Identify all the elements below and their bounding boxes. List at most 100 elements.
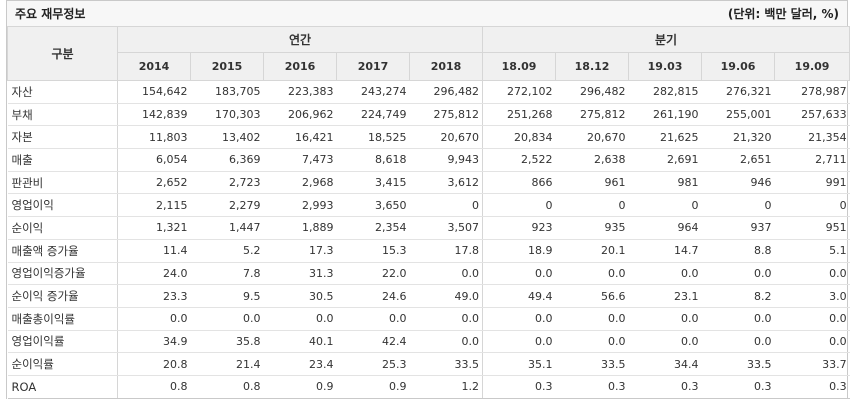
table-cell: 0.0 (701, 330, 775, 354)
table-cell: 30.5 (263, 284, 337, 308)
table-cell: 16,421 (263, 125, 337, 150)
table-cell: 0.3 (555, 375, 629, 399)
table-cell: 3,650 (336, 193, 410, 218)
table-cell: 0.3 (774, 375, 850, 399)
quarterly-header: 분기 (482, 26, 851, 53)
table-cell: 2,115 (117, 193, 191, 218)
unit-label: (단위: 백만 달러, %) (727, 7, 839, 21)
period-header: 18.09 (482, 52, 557, 81)
panel-title: 주요 재무정보 (15, 7, 86, 21)
table-cell: 154,642 (117, 80, 191, 104)
table-cell: 6,369 (190, 148, 264, 172)
row-label: 부채 (7, 103, 118, 127)
financial-info-panel: 주요 재무정보 (단위: 백만 달러, %) 구분 연간 분기 2014 2015… (6, 0, 851, 404)
table-cell: 9.5 (190, 284, 264, 308)
period-header: 2018 (408, 52, 484, 81)
table-cell: 142,839 (117, 103, 191, 127)
table-cell: 0.8 (190, 375, 264, 399)
table-row: 판관비 2,652 2,723 2,968 3,415 3,612 866 961 981 946… (7, 171, 850, 195)
table-row: 순이익률 20.8 21.4 23.4 25.3 33.5 35.1 33.5 34.4 33.5… (7, 352, 850, 376)
row-label: 판관비 (7, 171, 118, 195)
table-cell: 7,473 (263, 148, 337, 172)
table-cell: 21,354 (774, 125, 850, 150)
table-row: 매출총이익률 0.0 0.0 0.0 0.0 0.0 0.0 0.0 0.0 0.0 0.0 (7, 307, 850, 331)
table-cell: 0.0 (774, 307, 850, 331)
table-cell: 0.0 (555, 307, 629, 331)
table-cell: 23.1 (628, 284, 702, 308)
table-cell: 0 (409, 193, 484, 218)
period-header: 19.09 (774, 52, 851, 81)
table-cell: 20,834 (482, 125, 556, 150)
table-cell: 296,482 (555, 80, 629, 104)
table-cell: 2,522 (482, 148, 556, 172)
table-cell: 0.8 (117, 375, 191, 399)
table-cell: 2,993 (263, 193, 337, 218)
table-cell: 2,652 (117, 171, 191, 195)
row-label: 순이익률 (7, 352, 118, 376)
table-cell: 255,001 (701, 103, 775, 127)
table-cell: 23.3 (117, 284, 191, 308)
annual-header: 연간 (116, 26, 484, 53)
table-row: 순이익 1,321 1,447 1,889 2,354 3,507 923 935 964 937… (7, 216, 850, 240)
table-cell: 18,525 (336, 125, 410, 150)
table-body: 자산 154,642 183,705 223,383 243,274 296,482 272… (7, 80, 850, 399)
table-cell: 33.5 (409, 352, 484, 376)
table-cell: 9,943 (409, 148, 484, 172)
table-cell: 0.0 (409, 330, 484, 354)
row-label: 매출액 증가율 (7, 239, 118, 263)
table-cell: 223,383 (263, 80, 337, 104)
table-cell: 1,447 (190, 216, 264, 240)
panel-header: 주요 재무정보 (단위: 백만 달러, %) (6, 0, 848, 26)
table-cell: 0.0 (409, 262, 484, 286)
table-wrapper: 구분 연간 분기 2014 2015 2016 2017 2018 18.09 18.12 1… (6, 26, 851, 399)
table-cell: 0.0 (628, 262, 702, 286)
table-cell: 224,749 (336, 103, 410, 127)
table-cell: 261,190 (628, 103, 702, 127)
table-cell: 0.0 (263, 307, 337, 331)
table-cell: 11.4 (117, 239, 191, 263)
table-cell: 243,274 (336, 80, 410, 104)
table-cell: 20,670 (409, 125, 484, 150)
table-cell: 17.8 (409, 239, 484, 263)
period-header: 2017 (336, 52, 410, 81)
table-cell: 964 (628, 216, 702, 240)
table-cell: 8.8 (701, 239, 775, 263)
table-cell: 275,812 (409, 103, 484, 127)
table-cell: 34.4 (628, 352, 702, 376)
table-cell: 0.0 (482, 330, 556, 354)
table-cell: 0.0 (774, 330, 850, 354)
table-cell: 935 (555, 216, 629, 240)
table-cell: 0.0 (336, 307, 410, 331)
table-cell: 6,054 (117, 148, 191, 172)
table-cell: 3,415 (336, 171, 410, 195)
table-cell: 0.0 (628, 307, 702, 331)
table-cell: 2,354 (336, 216, 410, 240)
table-cell: 20.1 (555, 239, 629, 263)
table-row: 매출 6,054 6,369 7,473 8,618 9,943 2,522 2,638 2,6… (7, 148, 850, 172)
table-cell: 183,705 (190, 80, 264, 104)
table-cell: 0.0 (482, 262, 556, 286)
table-cell: 20.8 (117, 352, 191, 376)
table-cell: 0.0 (555, 330, 629, 354)
table-cell: 2,968 (263, 171, 337, 195)
table-row: 영업이익률 34.9 35.8 40.1 42.4 0.0 0.0 0.0 0.0 0.0 0.0 (7, 330, 850, 354)
financial-table: 구분 연간 분기 2014 2015 2016 2017 2018 18.09 18.12 1… (7, 26, 851, 399)
table-cell: 2,691 (628, 148, 702, 172)
table-cell: 0.0 (628, 330, 702, 354)
table-cell: 0.3 (482, 375, 556, 399)
table-cell: 257,633 (774, 103, 850, 127)
table-row: 매출액 증가율 11.4 5.2 17.3 15.3 17.8 18.9 20.1 14.7 8.… (7, 239, 850, 263)
table-row: ROA 0.8 0.8 0.9 0.9 1.2 0.3 0.3 0.3 0.3 0.3 (7, 375, 850, 399)
table-cell: 278,987 (774, 80, 850, 104)
table-cell: 33.7 (774, 352, 850, 376)
table-cell: 0 (555, 193, 629, 218)
table-cell: 2,711 (774, 148, 850, 172)
row-label: 영업이익증가율 (7, 262, 118, 286)
table-cell: 282,815 (628, 80, 702, 104)
period-header: 2015 (190, 52, 264, 81)
table-cell: 11,803 (117, 125, 191, 150)
table-cell: 2,651 (701, 148, 775, 172)
table-cell: 33.5 (701, 352, 775, 376)
table-row: 부채 142,839 170,303 206,962 224,749 275,812 251… (7, 103, 850, 127)
table-cell: 0.3 (701, 375, 775, 399)
